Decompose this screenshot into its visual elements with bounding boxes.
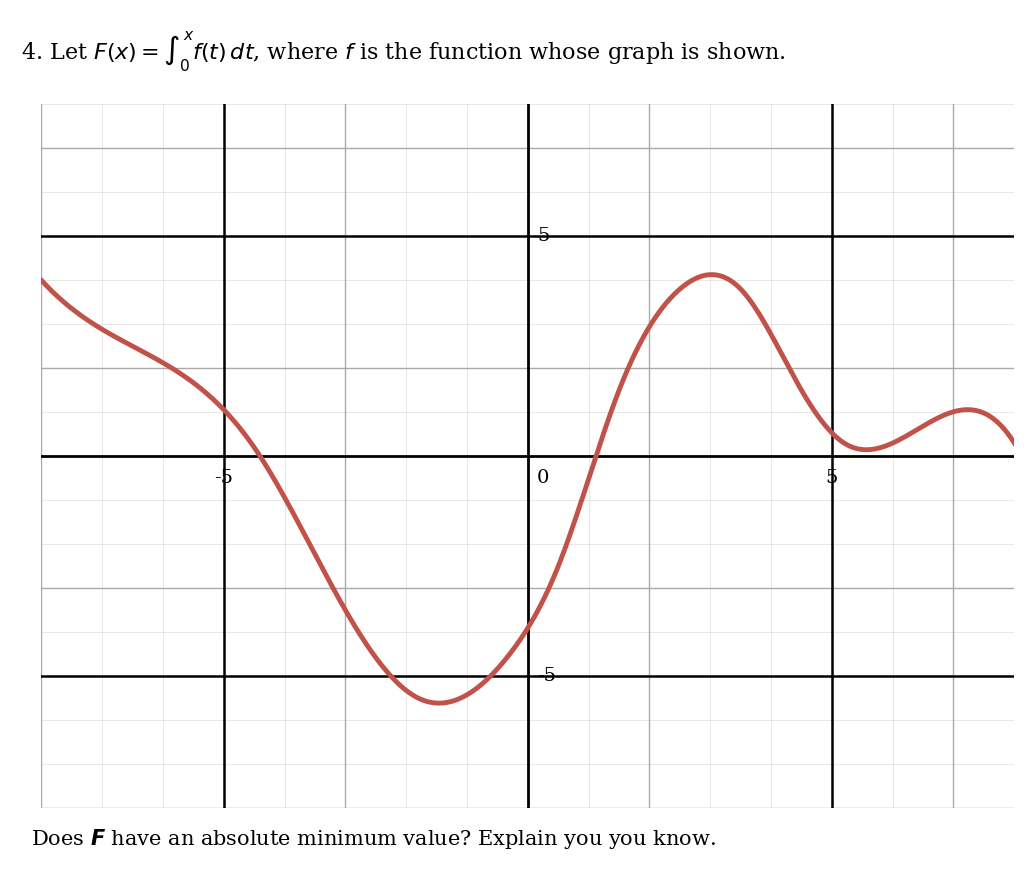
Text: -5: -5 xyxy=(214,469,233,488)
Text: 5: 5 xyxy=(537,228,550,245)
Text: Does $\boldsymbol{F}$ have an absolute minimum value? Explain you you know.: Does $\boldsymbol{F}$ have an absolute m… xyxy=(31,826,716,851)
Text: 0: 0 xyxy=(537,469,550,488)
Text: -5: -5 xyxy=(537,667,556,685)
Text: 4. Let $F(x) = \int_0^x f(t)\,dt$, where $f$ is the function whose graph is show: 4. Let $F(x) = \int_0^x f(t)\,dt$, where… xyxy=(21,30,786,75)
Text: 5: 5 xyxy=(826,469,838,488)
